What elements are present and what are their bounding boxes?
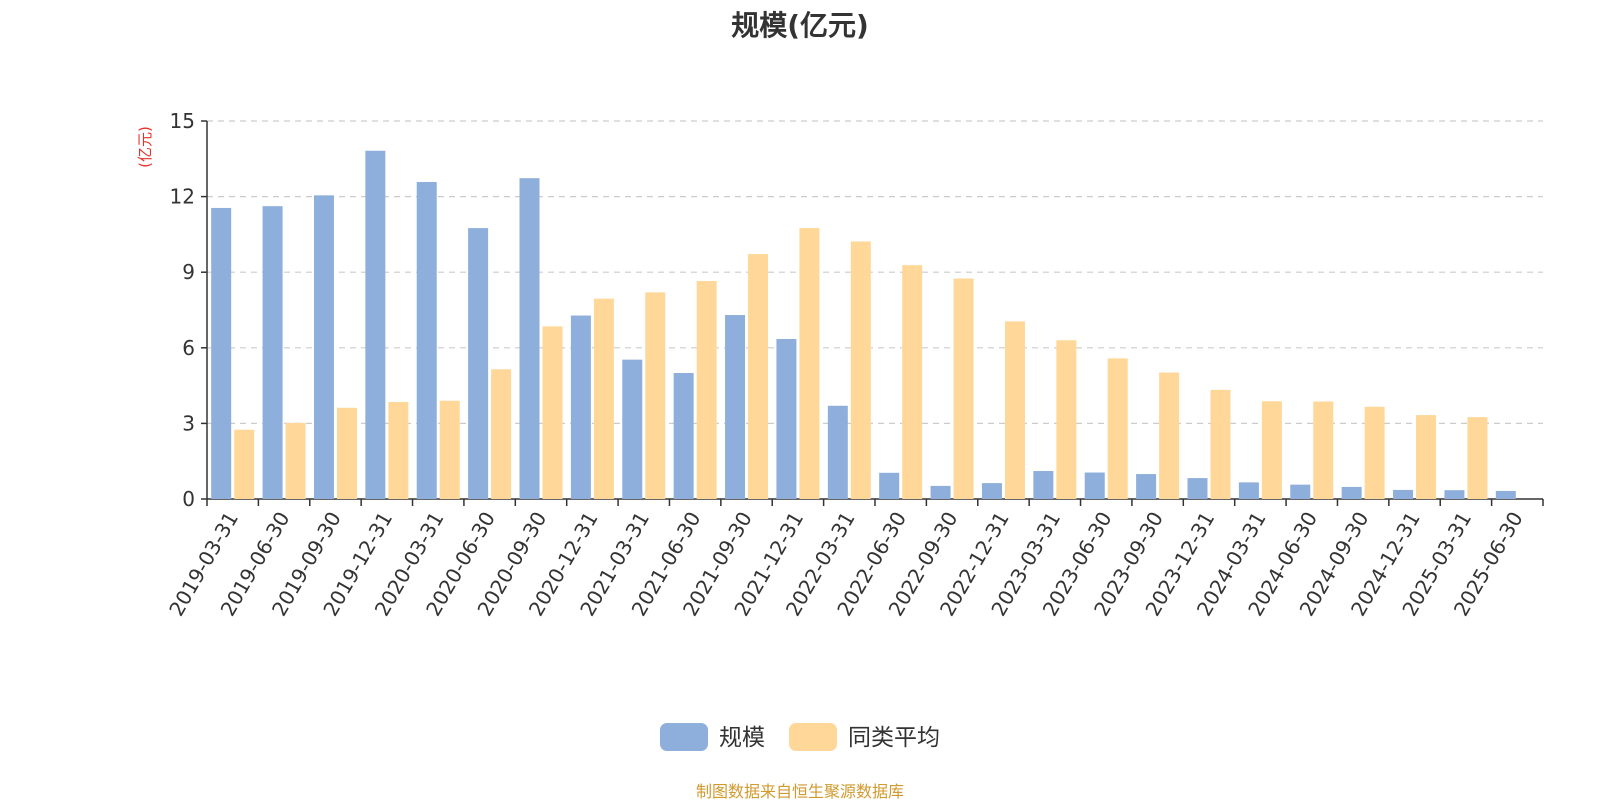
bar-series-1 [1187, 478, 1208, 499]
legend-swatch [660, 723, 708, 751]
bar-series-1 [313, 195, 334, 499]
bar-series-1 [827, 405, 848, 499]
bar-series-2 [593, 298, 614, 499]
y-tick-label: 6 [182, 336, 195, 360]
bar-series-1 [365, 150, 386, 499]
y-tick-label: 0 [182, 487, 195, 511]
bar-series-1 [211, 207, 232, 499]
data-source-note: 制图数据来自恒生聚源数据库 [695, 782, 904, 801]
bar-series-1 [1393, 489, 1414, 499]
bar-series-1 [1136, 474, 1157, 499]
bar-series-1 [1341, 486, 1362, 499]
bar-series-1 [1444, 490, 1465, 499]
bar-series-2 [902, 265, 923, 499]
bar-series-2 [1364, 406, 1385, 499]
bar-series-1 [1084, 472, 1105, 499]
bar-series-2 [388, 401, 409, 499]
bar-series-2 [285, 422, 306, 499]
bar-series-2 [696, 281, 717, 499]
bar-series-2 [799, 228, 820, 499]
bar-series-1 [725, 315, 746, 499]
bar-series-1 [1033, 471, 1054, 499]
bar-series-2 [748, 254, 769, 499]
legend-label: 规模 [719, 725, 765, 751]
bar-series-1 [981, 483, 1002, 499]
bar-series-2 [1056, 340, 1077, 499]
bar-series-2 [542, 326, 563, 499]
bar-series-2 [1261, 401, 1282, 499]
bar-series-1 [673, 373, 694, 499]
bar-series-1 [776, 338, 797, 499]
bar-series-2 [234, 429, 255, 499]
y-tick-label: 12 [170, 185, 195, 209]
bar-series-2 [439, 400, 460, 499]
bar-series-1 [416, 181, 437, 499]
bar-series-1 [468, 228, 489, 499]
legend-label: 同类平均 [848, 725, 940, 751]
legend-swatch [789, 723, 837, 751]
bar-series-1 [262, 206, 283, 499]
chart-title: 规模(亿元) [731, 9, 869, 42]
bar-series-2 [1210, 389, 1231, 499]
bar-series-1 [622, 359, 643, 499]
bar-series-1 [519, 178, 540, 500]
y-axis-label: (亿元) [136, 126, 154, 168]
bar-series-2 [1313, 401, 1334, 499]
bar-series-2 [1416, 415, 1437, 499]
y-tick-label: 15 [170, 109, 195, 133]
y-tick-label: 3 [182, 411, 195, 435]
bar-series-1 [930, 485, 951, 499]
y-tick-label: 9 [182, 260, 195, 284]
bar-series-2 [1004, 321, 1025, 499]
bar-series-1 [1495, 490, 1516, 499]
legend: 规模 同类平均 [660, 723, 940, 751]
bar-series-2 [1467, 417, 1488, 499]
bar-series-2 [953, 278, 974, 499]
bar-series-2 [850, 241, 871, 499]
bar-series-2 [336, 407, 357, 499]
bar-series-1 [570, 315, 591, 499]
bar-series-2 [491, 369, 512, 499]
bar-series-2 [1107, 358, 1128, 499]
bar-series-1 [1290, 484, 1311, 499]
bar-series-2 [1159, 372, 1180, 499]
bar-series-1 [1238, 482, 1259, 499]
bar-series-1 [879, 472, 900, 499]
bar-series-2 [645, 292, 666, 499]
